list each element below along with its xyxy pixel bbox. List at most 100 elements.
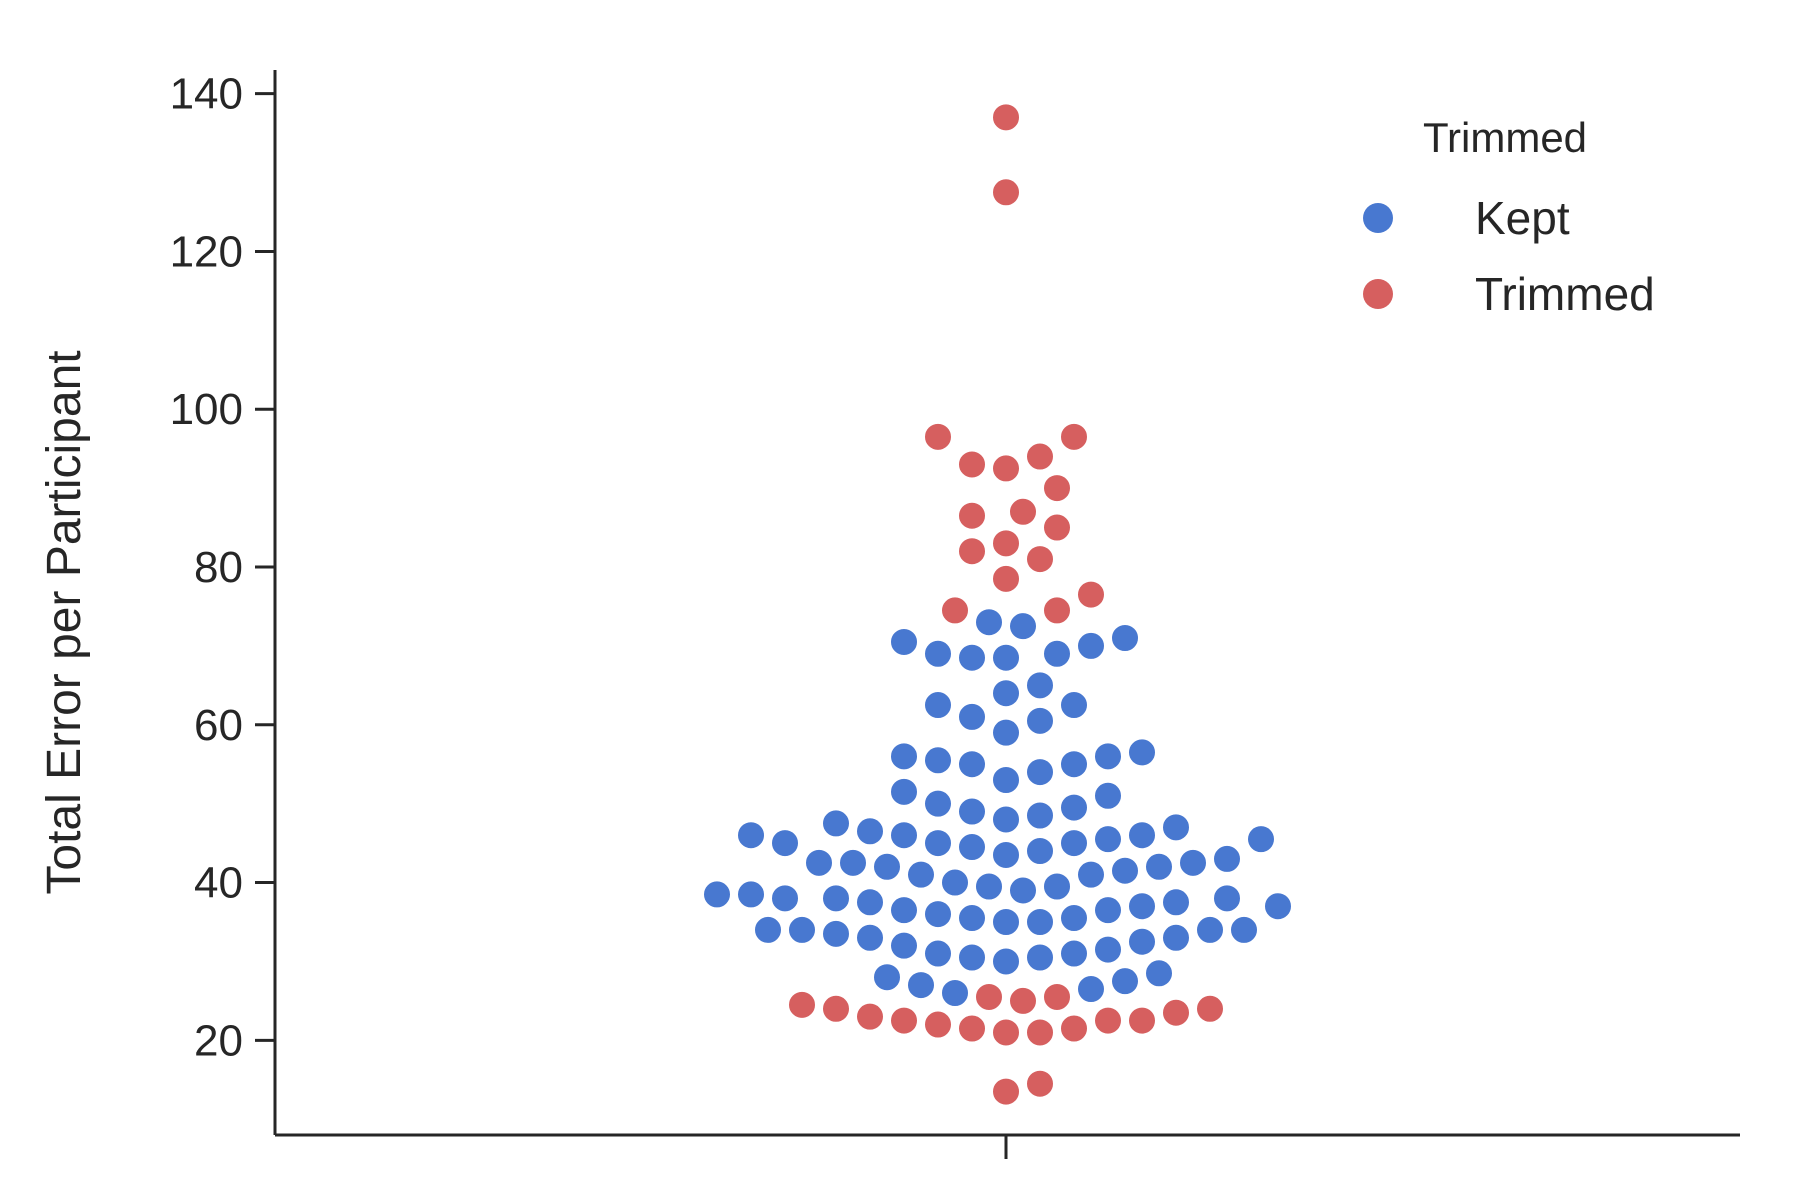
data-point-kept	[1025, 705, 1055, 736]
y-axis-ticks: 20 40 60 80 100 120 140	[170, 70, 275, 1065]
data-point-kept	[923, 788, 953, 819]
data-point-kept	[923, 899, 953, 930]
data-point-kept	[1212, 883, 1242, 914]
data-point-kept	[1025, 800, 1055, 831]
data-point-kept	[889, 776, 919, 807]
data-point-kept	[957, 832, 987, 863]
data-point-trimmed	[1059, 421, 1089, 452]
data-point-kept	[702, 879, 732, 910]
data-point-kept	[872, 851, 902, 882]
data-point-trimmed	[1025, 544, 1055, 575]
data-point-kept	[821, 883, 851, 914]
data-point-kept	[1093, 895, 1123, 926]
data-point-kept	[1008, 875, 1038, 906]
data-point-kept	[889, 626, 919, 657]
data-point-kept	[923, 938, 953, 969]
data-point-kept	[957, 796, 987, 827]
data-point-trimmed	[1195, 993, 1225, 1024]
data-point-trimmed	[957, 449, 987, 480]
data-point-kept	[1229, 914, 1259, 945]
data-point-kept	[1110, 855, 1140, 886]
data-point-kept	[1110, 966, 1140, 997]
data-point-kept	[991, 804, 1021, 835]
data-point-trimmed	[1042, 473, 1072, 504]
data-point-kept	[991, 907, 1021, 937]
data-point-kept	[1093, 780, 1123, 811]
data-point-kept	[923, 690, 953, 721]
data-point-kept	[838, 847, 868, 878]
data-point-kept	[736, 879, 766, 910]
data-point-kept	[1212, 843, 1242, 874]
legend-label-trimmed: Trimmed	[1475, 268, 1655, 320]
data-point-trimmed	[1008, 496, 1038, 527]
data-point-kept	[1127, 891, 1157, 922]
data-point-kept	[1076, 630, 1106, 661]
y-tick-label: 60	[194, 701, 243, 750]
data-point-trimmed	[923, 1009, 953, 1040]
data-point-kept	[1025, 757, 1055, 788]
data-point-kept	[1161, 887, 1191, 918]
legend-title: Trimmed	[1423, 114, 1587, 161]
data-point-trimmed	[1025, 1068, 1055, 1099]
data-point-kept	[1059, 749, 1089, 780]
data-point-kept	[957, 942, 987, 973]
data-point-kept	[1161, 922, 1191, 953]
data-point-kept	[906, 859, 936, 890]
data-point-trimmed	[1042, 595, 1072, 626]
data-point-kept	[1110, 623, 1140, 653]
data-point-kept	[923, 745, 953, 776]
data-point-trimmed	[1161, 997, 1191, 1028]
data-point-kept	[957, 749, 987, 780]
data-point-kept	[991, 717, 1021, 748]
data-point-kept	[974, 607, 1004, 638]
data-point-kept	[1008, 611, 1038, 642]
data-point-kept	[1042, 871, 1072, 902]
data-point-kept	[1093, 934, 1123, 965]
data-point-kept	[1161, 812, 1191, 843]
data-point-kept	[991, 642, 1021, 673]
data-point-kept	[1127, 737, 1157, 768]
y-tick-label: 100	[170, 385, 243, 434]
data-point-kept	[1195, 914, 1225, 945]
data-point-kept	[940, 978, 970, 1008]
data-point-kept	[855, 922, 885, 953]
data-point-trimmed	[1042, 981, 1072, 1012]
data-point-kept	[923, 638, 953, 669]
data-point-kept	[1059, 792, 1089, 823]
data-point-trimmed	[940, 595, 970, 626]
data-point-trimmed	[991, 1076, 1021, 1107]
data-point-kept	[855, 887, 885, 918]
legend-label-kept: Kept	[1475, 192, 1570, 244]
data-point-kept	[804, 847, 834, 878]
data-point-kept	[889, 930, 919, 961]
data-point-trimmed	[1008, 985, 1038, 1016]
data-point-kept	[736, 820, 766, 851]
data-point-kept	[770, 883, 800, 914]
data-point-kept	[855, 816, 885, 847]
data-point-kept	[957, 701, 987, 732]
data-point-trimmed	[1025, 1017, 1055, 1048]
data-point-kept	[787, 914, 817, 945]
data-point-kept	[974, 871, 1004, 902]
data-point-kept	[991, 678, 1021, 709]
data-point-kept	[1127, 820, 1157, 851]
data-point-kept	[1059, 903, 1089, 934]
data-point-trimmed	[991, 1017, 1021, 1048]
data-point-trimmed	[991, 563, 1021, 594]
data-point-kept	[1246, 824, 1276, 855]
data-point-trimmed	[1127, 1005, 1157, 1036]
y-tick-label: 80	[194, 543, 243, 592]
data-point-kept	[1076, 974, 1106, 1005]
y-tick-label: 40	[194, 859, 243, 908]
axes	[273, 70, 1740, 1159]
legend-marker-kept	[1363, 203, 1393, 233]
data-point-trimmed	[1025, 441, 1055, 472]
legend-marker-trimmed	[1363, 279, 1393, 309]
data-point-kept	[1093, 741, 1123, 772]
data-point-kept	[1025, 942, 1055, 973]
data-point-kept	[1025, 836, 1055, 866]
data-point-trimmed	[991, 528, 1021, 559]
data-point-kept	[1042, 638, 1072, 669]
